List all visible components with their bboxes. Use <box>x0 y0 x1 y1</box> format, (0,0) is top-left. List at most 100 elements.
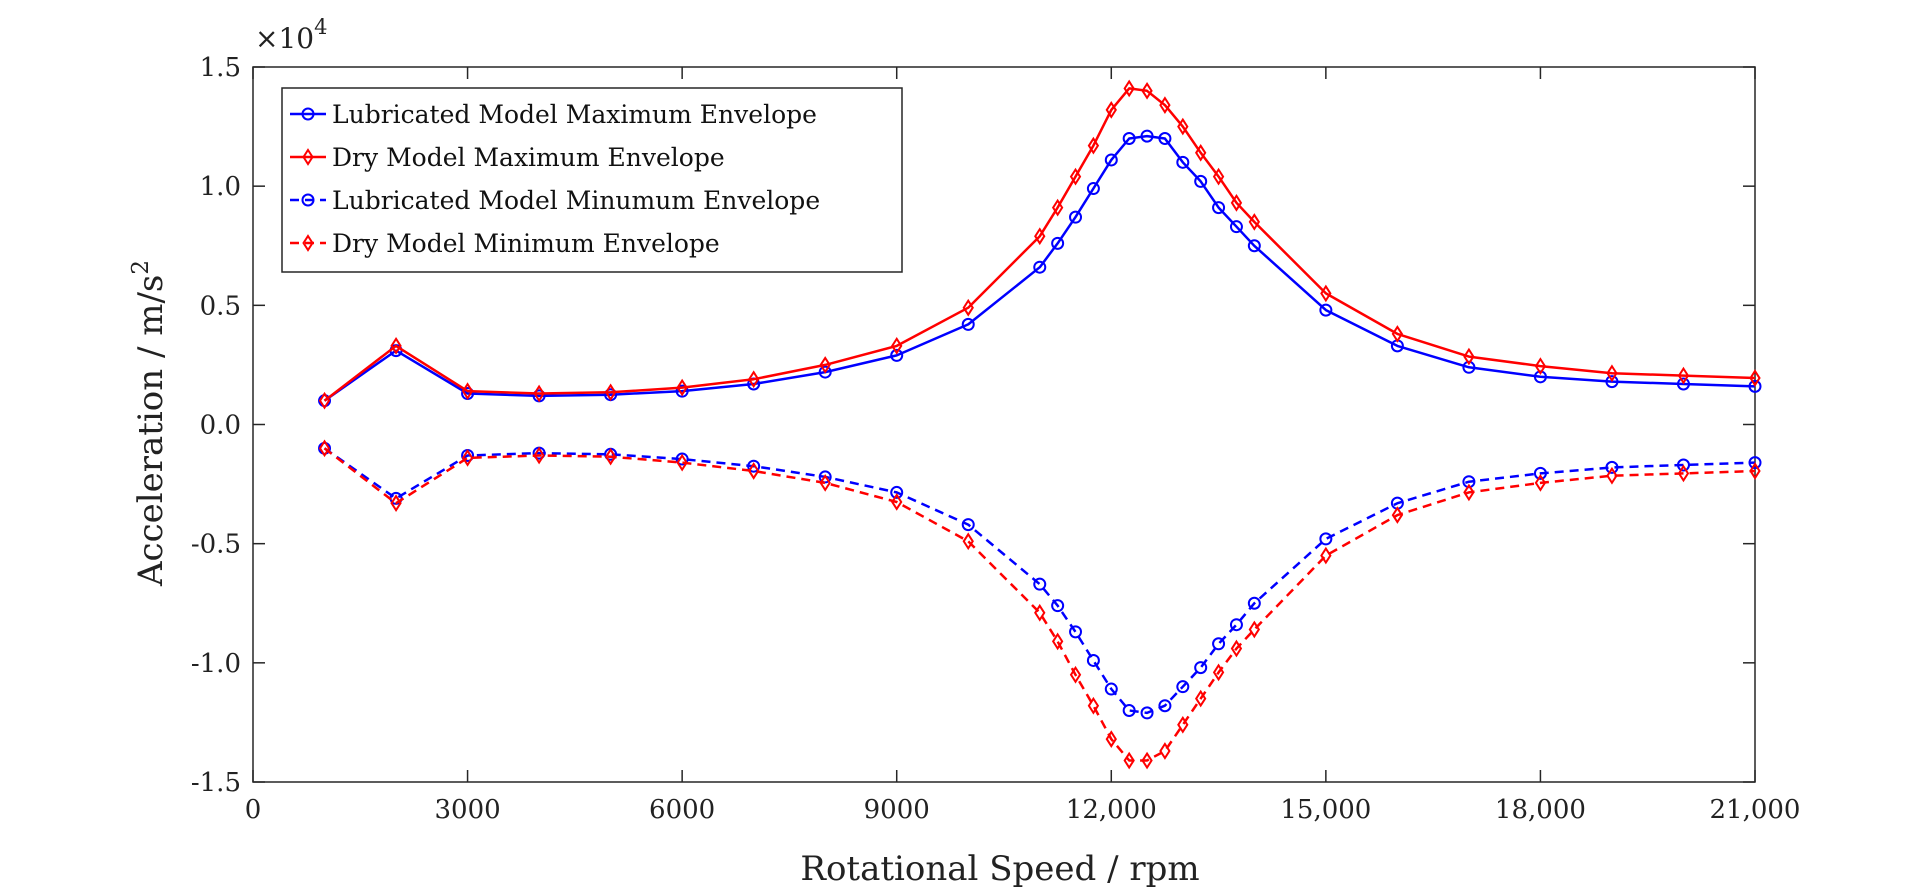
data-point <box>819 356 831 374</box>
data-point <box>1248 213 1261 231</box>
data-point <box>1159 742 1171 760</box>
y-axis-title-exponent: 2 <box>128 260 154 275</box>
data-point <box>1463 347 1475 366</box>
data-point <box>747 462 760 480</box>
data-point <box>1749 369 1761 387</box>
data-point <box>1605 375 1619 389</box>
data-point <box>1140 706 1154 720</box>
data-point <box>1605 460 1619 474</box>
data-point <box>1320 284 1332 303</box>
data-point <box>818 365 832 379</box>
data-point <box>1051 198 1064 217</box>
data-point <box>1087 696 1100 715</box>
data-point <box>1534 474 1547 492</box>
data-point <box>390 494 402 512</box>
data-point <box>1230 194 1243 212</box>
data-point <box>1230 639 1243 658</box>
data-point <box>1051 236 1065 250</box>
data-point <box>1069 665 1082 684</box>
legend-swatch-marker <box>301 107 315 121</box>
data-point <box>1033 577 1047 591</box>
y-axis-multiplier: ×104 <box>255 15 327 55</box>
data-point <box>1606 466 1618 485</box>
data-point <box>1122 704 1136 717</box>
data-point <box>1748 456 1762 470</box>
data-point <box>1123 79 1135 98</box>
x-tick-label: 9000 <box>864 795 930 825</box>
data-point <box>1176 155 1190 169</box>
y-axis-multiplier-base: ×10 <box>255 22 314 55</box>
y-tick-label: 1.5 <box>200 53 241 83</box>
data-point <box>1212 201 1226 215</box>
data-point <box>1534 357 1547 375</box>
data-point <box>1391 325 1404 343</box>
series-2 <box>318 79 1761 410</box>
data-point <box>1533 466 1547 480</box>
series-line <box>323 447 1756 762</box>
data-point <box>675 452 689 466</box>
data-point <box>1033 260 1047 274</box>
y-tick-label: -1.0 <box>191 649 241 679</box>
legend-label: Dry Model Maximum Envelope <box>332 143 725 172</box>
data-point <box>533 384 545 403</box>
legend-swatch-marker <box>302 148 314 166</box>
data-point <box>1158 699 1172 713</box>
series-4 <box>318 439 1761 770</box>
data-point <box>1051 599 1065 613</box>
legend-item: Lubricated Model Minumum Envelope <box>290 186 820 215</box>
legend-box <box>281 87 903 273</box>
legend: Lubricated Model Maximum Envelope Dry Mod… <box>281 87 903 273</box>
data-point <box>1051 632 1064 651</box>
legend-label: Lubricated Model Minumum Envelope <box>332 186 820 215</box>
data-point <box>1194 661 1208 675</box>
data-point <box>1195 689 1207 708</box>
series-layer <box>318 79 1762 770</box>
data-point <box>1677 464 1690 483</box>
legend-item: Dry Model Minimum Envelope <box>290 229 720 258</box>
data-point <box>1141 81 1153 100</box>
x-tick-label: 6000 <box>649 795 715 825</box>
data-point <box>747 459 761 473</box>
data-point <box>1105 730 1117 748</box>
legend-label: Dry Model Minimum Envelope <box>332 229 720 258</box>
x-tick-label: 18,000 <box>1495 795 1586 825</box>
data-point <box>1676 377 1690 391</box>
data-point <box>1229 220 1243 234</box>
data-point <box>818 470 832 484</box>
data-point <box>533 446 545 465</box>
data-point <box>1463 483 1475 502</box>
data-point <box>1069 167 1082 186</box>
x-tick-label: 12,000 <box>1066 795 1157 825</box>
data-point <box>819 474 831 492</box>
data-point <box>747 370 760 389</box>
data-point <box>961 317 975 331</box>
data-point <box>891 337 903 355</box>
data-point <box>1123 751 1135 770</box>
legend-swatch-marker <box>302 234 314 252</box>
data-point <box>962 298 974 317</box>
x-tick-label: 15,000 <box>1280 795 1371 825</box>
data-point <box>1141 751 1153 770</box>
y-axis-multiplier-exponent: 4 <box>314 15 327 39</box>
x-tick-label: 3000 <box>434 795 500 825</box>
y-tick-label: 1.0 <box>200 172 241 202</box>
data-point <box>1069 625 1083 639</box>
y-tick-label: 0.5 <box>200 291 241 321</box>
data-point <box>1086 653 1100 667</box>
data-point <box>1676 458 1690 472</box>
data-point <box>1749 462 1761 480</box>
data-point <box>890 485 904 499</box>
x-axis-title: Rotational Speed / rpm <box>800 849 1199 889</box>
data-point <box>890 348 904 362</box>
data-point <box>390 337 402 355</box>
data-point <box>961 518 975 532</box>
data-point <box>962 532 974 551</box>
data-point <box>1319 532 1333 546</box>
data-point <box>1247 596 1261 610</box>
legend-item: Lubricated Model Maximum Envelope <box>290 100 817 129</box>
data-point <box>675 384 689 398</box>
data-point <box>1195 143 1207 162</box>
data-point <box>461 449 474 467</box>
